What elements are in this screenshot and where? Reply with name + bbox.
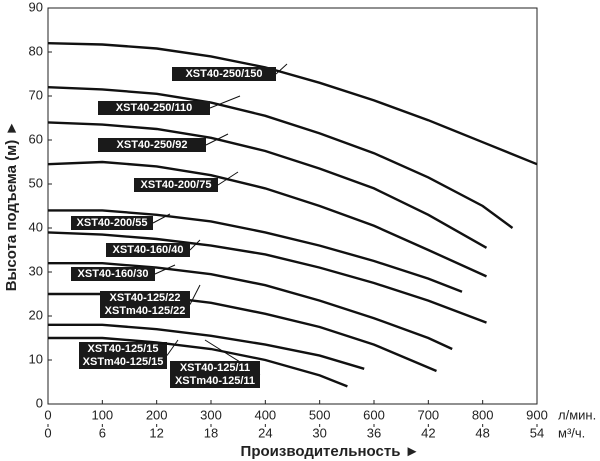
x-tick-label: 700 [417,407,439,422]
x2-tick-label: 6 [99,425,106,440]
y-tick-label: 30 [29,263,43,278]
label-leader [189,239,201,251]
y-tick-label: 70 [29,87,43,102]
x2-tick-label: 42 [421,425,435,440]
label-box [170,361,260,388]
curve-label: XST40-160/40 [113,244,184,256]
label-box [98,101,210,115]
label-box [172,67,276,81]
label-box [100,291,190,318]
x2-tick-label: 12 [149,425,163,440]
label-leader [152,213,171,224]
x-tick-label: 800 [472,407,494,422]
x-tick-label: 200 [146,407,168,422]
y-tick-label: 10 [29,351,43,366]
x2-tick-label: 0 [44,425,51,440]
label-box [71,216,153,230]
y-tick-label: 20 [29,307,43,322]
curve-label: XST40-125/15 [88,343,159,355]
x-unit: л/мин. [558,407,596,422]
x2-tick-label: 54 [530,425,544,440]
label-box [134,178,218,192]
label-leader [209,95,241,109]
label-leader [166,339,179,356]
curve-label: XST40-200/75 [141,179,212,191]
x-axis-title: Производительность ► [241,443,420,460]
pump-curve [47,42,538,166]
curve-label: XST40-125/11 [180,362,250,374]
curve-label: XST40-125/22 [110,292,181,304]
label-leader [189,284,201,305]
y-tick-label: 80 [29,43,43,58]
y-axis-title: Высота подъема (м) ► [3,121,20,292]
y-tick-label: 0 [36,395,43,410]
y-tick-label: 50 [29,175,43,190]
y-tick-label: 40 [29,219,43,234]
pump-curve [47,231,487,324]
x-tick-label: 0 [44,407,51,422]
y-tick-label: 60 [29,131,43,146]
label-leader [154,264,176,275]
label-leader [217,171,239,186]
pump-curve [48,323,365,370]
x2-tick-label: 36 [367,425,381,440]
curve-label: XSTm40-125/11 [175,375,255,387]
pump-curve [48,262,453,351]
x-tick-label: 100 [91,407,113,422]
pump-curve [48,209,463,293]
pump-curve [47,121,488,249]
curve-label: XSTm40-125/22 [105,305,186,317]
x2-tick-label: 48 [475,425,489,440]
label-box [79,342,167,369]
x2-unit: м³/ч. [558,425,585,440]
plot-frame [47,7,538,405]
curve-label: XSTm40-125/15 [83,356,164,368]
label-box [98,138,206,152]
x-tick-label: 400 [254,407,276,422]
x-tick-label: 300 [200,407,222,422]
x2-tick-label: 18 [204,425,218,440]
label-leader [205,133,229,146]
pump-curve [47,86,514,229]
curve-label: XST40-200/55 [77,217,148,229]
x-tick-label: 500 [309,407,331,422]
label-leader [275,63,288,75]
curve-label: XST40-250/150 [185,68,262,80]
pump-curve [48,336,348,388]
curve-label: XST40-250/92 [117,139,188,151]
label-box [106,243,190,257]
x2-tick-label: 30 [312,425,326,440]
x-tick-label: 900 [526,407,548,422]
label-box [71,267,155,281]
x-tick-label: 600 [363,407,385,422]
x2-tick-label: 24 [258,425,272,440]
curve-label: XST40-160/30 [78,268,149,280]
y-tick-label: 90 [29,0,43,14]
pump-curve [47,160,487,278]
curve-label: XST40-250/110 [116,102,192,114]
